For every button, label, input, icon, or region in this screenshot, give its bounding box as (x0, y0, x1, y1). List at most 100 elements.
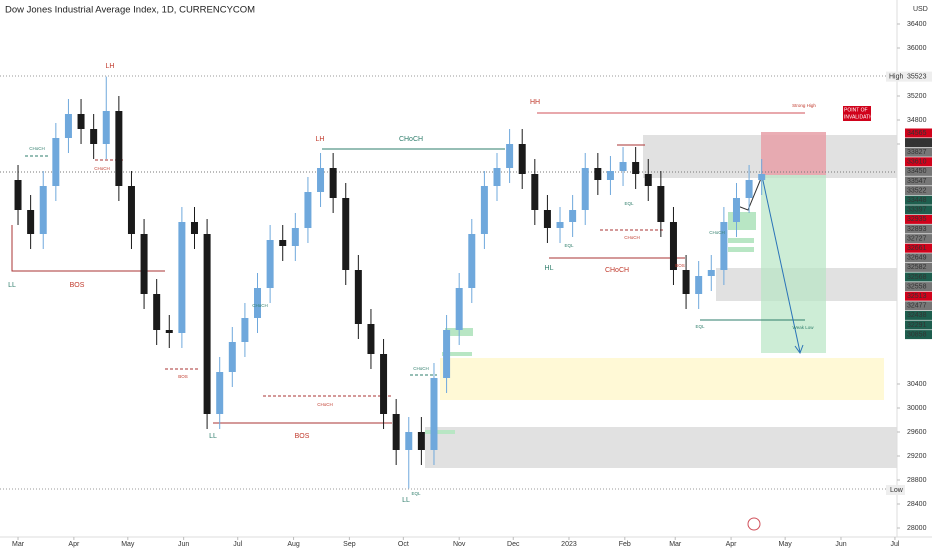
x-tick-label: May (779, 541, 793, 548)
annotation: EQL (695, 324, 705, 329)
candle-body (279, 240, 287, 246)
candle-body (657, 186, 665, 222)
candle-body (291, 228, 299, 246)
invalidation-box (843, 106, 871, 121)
price-tag (905, 234, 932, 244)
candle-body (430, 378, 438, 450)
axis-unit: USD (913, 6, 928, 13)
candle-body (518, 144, 526, 174)
x-tick-label: Jul (890, 541, 899, 548)
candle-body (443, 330, 451, 378)
annotation: LL (8, 282, 16, 289)
fvg-box (728, 238, 754, 243)
candle-body (102, 111, 110, 144)
axes: Mar Apr May Jun Jul Aug Sep Oct Nov Dec 2023 Feb Mar… (12, 21, 932, 548)
demand-zone (425, 427, 897, 468)
price-tag (905, 186, 932, 196)
chart-title: Dow Jones Industrial Average Index, 1D, … (5, 5, 255, 16)
annotation: HL (545, 265, 554, 272)
price-tag (905, 128, 932, 138)
candle-body (342, 198, 350, 270)
y-tick-label: 36000 (907, 45, 927, 52)
annotation: BOS (178, 374, 188, 379)
candle-body (304, 192, 312, 228)
price-tag (905, 320, 932, 330)
candle-body (27, 210, 35, 234)
candle-body (405, 432, 413, 450)
candle-body (493, 168, 501, 186)
candle-body (52, 138, 60, 186)
high-tag-label: High (889, 73, 904, 80)
candle-body (39, 186, 47, 234)
candle-body (632, 162, 640, 174)
candle-body (745, 180, 753, 198)
price-tag (905, 291, 932, 301)
x-tick-label: Sep (343, 541, 356, 548)
candle-body (480, 186, 488, 234)
high-price-tag (905, 71, 932, 82)
candle-body (543, 210, 551, 228)
annotation: Strong High (792, 103, 816, 108)
y-tick-label: 34800 (907, 117, 927, 124)
candle-body (228, 342, 236, 372)
candle-body (531, 174, 539, 210)
annotation: Weak Low (793, 325, 815, 330)
price-tag (905, 166, 932, 176)
annotation: LL (402, 497, 410, 504)
annotation: CHoCH (94, 166, 110, 171)
x-tick-label: Apr (68, 541, 80, 548)
annotation: BOS (675, 263, 685, 268)
candle-body (190, 222, 198, 234)
candle-body (153, 294, 161, 330)
price-tag (905, 214, 932, 224)
fvg-box (728, 212, 756, 230)
candle-body (380, 354, 388, 414)
candle-body (317, 168, 325, 192)
price-tag (905, 253, 932, 263)
x-tick-label: Apr (726, 541, 738, 548)
price-tag (905, 272, 932, 282)
annotation: CHoCH (413, 366, 429, 371)
candle-body (707, 270, 715, 276)
price-tag-label: 32477 (907, 303, 927, 310)
price-tag-label: 32568 (907, 274, 927, 281)
x-tick-label: Mar (669, 541, 682, 548)
candle-body (203, 234, 211, 414)
annotation: LH (316, 136, 325, 143)
x-tick-label: Oct (398, 541, 409, 548)
price-tag (905, 301, 932, 311)
x-tick-label: Jul (233, 541, 242, 548)
candle-body (619, 162, 627, 171)
candle-body (266, 240, 274, 288)
x-tick-label: Aug (287, 541, 300, 548)
annotation: CHoCH (317, 402, 333, 407)
candle-body (367, 324, 375, 354)
structure-lines (0, 75, 897, 490)
annotation: INVALIDATION (844, 114, 878, 120)
annotations: LH LL BOS CHoCH CHoCH LH CHoCH LL BOS CHoCH BOS CHo… (8, 63, 878, 504)
price-tag (905, 330, 932, 340)
candles (14, 76, 766, 489)
zones (425, 132, 897, 468)
logo-icon (747, 517, 761, 531)
candle-body (695, 276, 703, 294)
x-tick-label: Nov (453, 541, 466, 548)
price-tag-label: 33448 (907, 197, 927, 204)
high-tag (886, 71, 905, 82)
annotation: CHoCH (29, 146, 45, 151)
candle-body (77, 114, 85, 129)
annotation: EQL (411, 491, 421, 496)
candle-body (569, 210, 577, 222)
price-tag (905, 205, 932, 215)
price-tag (905, 224, 932, 234)
candle-body (758, 174, 766, 180)
y-tick-label: 29200 (907, 453, 927, 460)
price-tag (905, 176, 932, 186)
stop-zone (761, 132, 826, 175)
price-tag-label: 33610 (907, 159, 927, 166)
candle-body (354, 270, 362, 324)
candle-body (140, 234, 148, 294)
candle-body (216, 372, 224, 414)
price-tag-label: 32661 (907, 245, 927, 252)
